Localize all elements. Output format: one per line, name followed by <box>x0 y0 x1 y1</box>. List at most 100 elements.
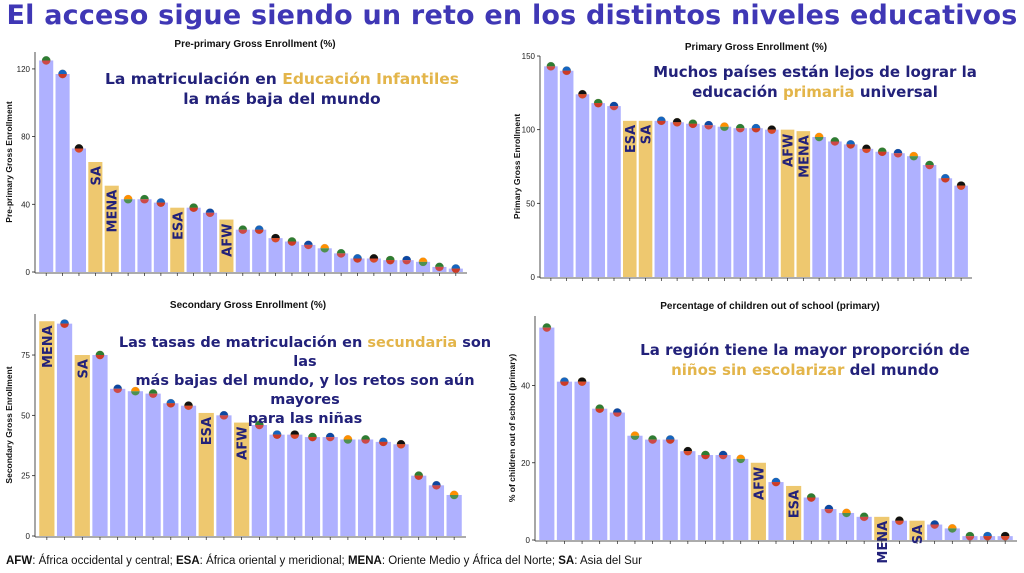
flag-bottom <box>325 437 335 442</box>
flag-top <box>751 124 761 129</box>
country-bar <box>654 120 669 278</box>
flag-bottom <box>893 153 903 158</box>
flag-top <box>123 195 133 200</box>
callout-primary: Muchos países están lejos de lograr la e… <box>640 62 990 102</box>
flag-top <box>560 377 569 382</box>
country-bar <box>287 434 303 536</box>
country-bar <box>121 199 136 272</box>
country-flag-icon <box>562 66 572 76</box>
country-flag-icon <box>189 203 199 213</box>
country-bar <box>163 403 179 536</box>
flag-top <box>862 144 871 149</box>
country-bar <box>180 405 197 536</box>
flag-top <box>546 62 556 67</box>
country-flag-icon <box>402 255 412 265</box>
region-bar <box>39 321 55 536</box>
region-bar <box>219 219 234 272</box>
flag-top <box>272 430 282 435</box>
flag-bottom <box>343 439 353 444</box>
flag-top <box>893 149 903 154</box>
chart-out-of-school: Percentage of children out of school (pr… <box>505 296 1024 564</box>
country-bar <box>662 439 678 540</box>
y-tick-label: 50 <box>21 411 30 420</box>
country-flag-icon <box>656 116 666 126</box>
country-flag-icon <box>688 119 698 129</box>
flag-bottom <box>771 482 781 487</box>
flag-top <box>736 123 745 129</box>
flag-bottom <box>451 268 461 273</box>
flag-top <box>704 121 713 126</box>
flag-top <box>290 430 299 435</box>
flag-top <box>435 262 444 267</box>
country-bar <box>821 509 837 540</box>
country-flag-icon <box>58 69 67 79</box>
chart-primary: Primary Gross Enrollment (%) Primary Gros… <box>510 34 1024 284</box>
country-bar <box>838 512 855 540</box>
chart-title: Pre-primary Gross Enrollment (%) <box>174 39 335 50</box>
flag-top <box>720 122 729 127</box>
country-bar <box>375 441 391 536</box>
country-bar <box>216 415 232 536</box>
chart-out-of-school-svg: Percentage of children out of school (pr… <box>507 301 1017 564</box>
country-flag-icon <box>238 225 248 235</box>
callout-out-of-school: La región tiene la mayor proporción de n… <box>625 340 985 380</box>
flag-bottom <box>41 60 51 65</box>
country-flag-icon <box>378 437 388 447</box>
flag-top <box>166 399 176 404</box>
flag-bottom <box>95 355 105 360</box>
country-bar <box>322 437 338 536</box>
y-tick-label: 80 <box>21 133 30 142</box>
flag-top <box>814 132 824 138</box>
chart-title: Secondary Gross Enrollment (%) <box>170 300 326 311</box>
flag-bottom <box>156 202 166 207</box>
country-flag-icon <box>320 243 330 253</box>
flag-top <box>325 432 335 438</box>
country-bar <box>92 355 108 536</box>
country-flag-icon <box>325 432 335 442</box>
flag-top <box>657 116 666 121</box>
flag-bottom <box>956 185 966 190</box>
country-bar <box>609 412 625 540</box>
country-flag-icon <box>577 377 587 387</box>
country-flag-icon <box>414 471 424 481</box>
flag-top <box>895 516 904 521</box>
flag-bottom <box>560 381 569 386</box>
callout-text: universal <box>854 83 938 101</box>
country-bar <box>399 260 414 272</box>
flag-bottom <box>718 455 728 460</box>
country-bar <box>383 260 398 272</box>
region-label: ESA <box>624 125 639 153</box>
flag-top <box>878 147 887 152</box>
country-flag-icon <box>718 450 728 460</box>
country-bar <box>856 516 872 540</box>
flag-top <box>255 420 264 425</box>
flag-top <box>666 435 675 440</box>
country-bar <box>686 123 700 277</box>
country-flag-icon <box>435 262 444 272</box>
flag-bottom <box>965 536 975 541</box>
flag-bottom <box>131 391 140 396</box>
country-bar <box>906 156 921 277</box>
callout-text: la más baja del mundo <box>183 90 381 108</box>
country-bar <box>768 482 784 540</box>
country-flag-icon <box>290 430 300 440</box>
country-bar <box>110 388 126 536</box>
flag-top <box>630 431 640 436</box>
country-flag-icon <box>303 240 313 250</box>
country-bar <box>446 494 462 536</box>
country-bar <box>670 122 684 277</box>
country-flag-icon <box>184 401 193 411</box>
flag-bottom <box>361 439 370 444</box>
y-tick-label: 100 <box>522 126 536 135</box>
country-flag-icon <box>806 493 816 502</box>
flag-bottom <box>930 524 939 529</box>
country-bar <box>71 148 87 272</box>
flag-bottom <box>255 425 264 430</box>
country-flag-icon <box>862 144 871 154</box>
country-bar <box>357 439 374 536</box>
flag-top <box>824 504 834 510</box>
country-flag-icon <box>396 439 406 449</box>
country-bar <box>252 229 267 272</box>
flag-top <box>956 181 966 186</box>
region-label: AFW <box>236 427 251 460</box>
